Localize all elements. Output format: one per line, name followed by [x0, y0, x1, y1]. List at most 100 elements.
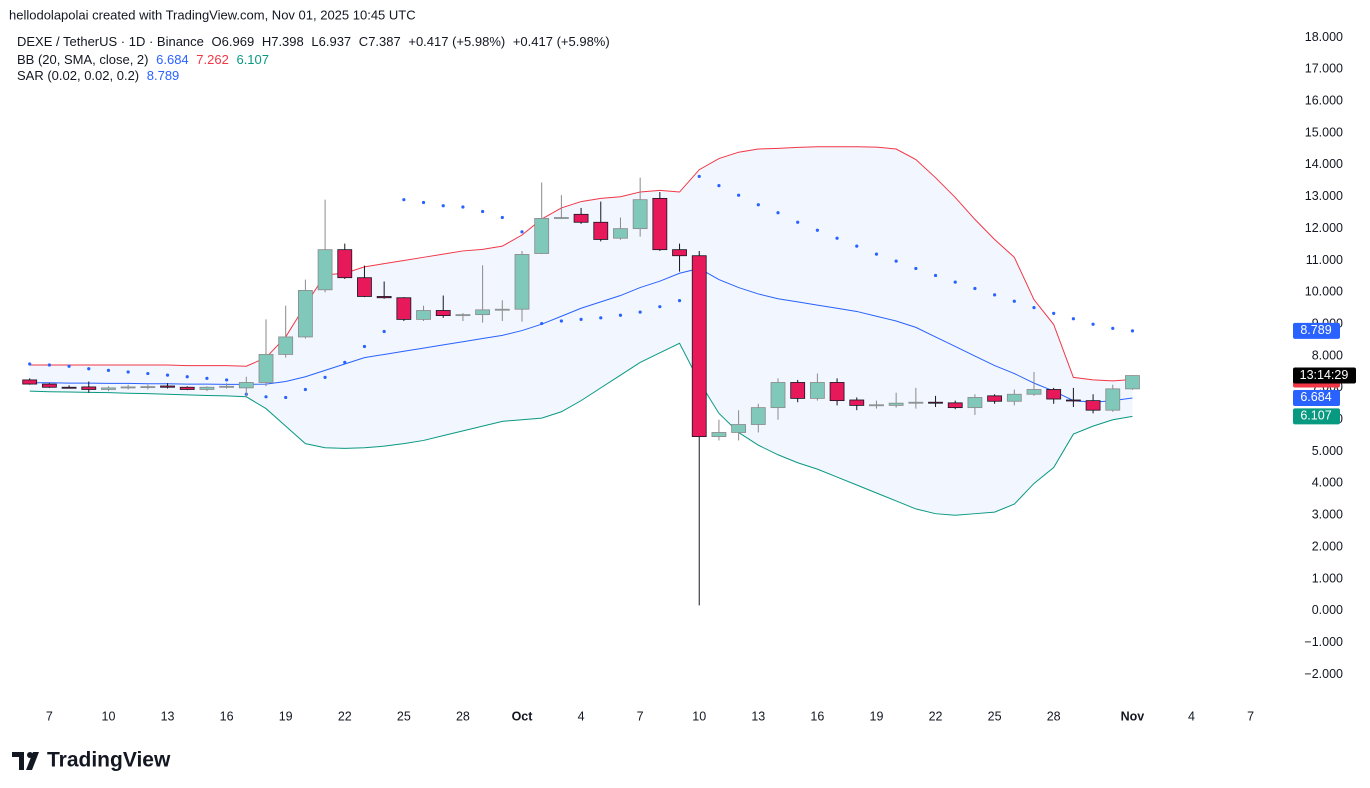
x-tick-label: Oct	[512, 709, 534, 723]
candle-body	[928, 401, 943, 404]
sar-dot	[1130, 329, 1135, 333]
sar-legend: SAR (0.02, 0.02, 0.2) 8.789	[17, 68, 179, 83]
sar-dot	[28, 362, 32, 366]
sar-dot	[343, 360, 347, 365]
bb-lower-value: 6.107	[236, 52, 269, 67]
sar-dot	[815, 228, 819, 232]
candle-body	[278, 336, 294, 355]
sar-dot	[579, 317, 583, 322]
candle-body	[219, 385, 235, 388]
candle-body	[691, 255, 707, 438]
bb-lower-badge	[1293, 408, 1340, 425]
sar-dot	[500, 215, 504, 220]
sar-dot	[67, 364, 71, 368]
y-tick-label: 0.000	[1312, 603, 1343, 617]
y-tick-label: −2.000	[1304, 667, 1343, 681]
sar-value: 8.789	[147, 68, 180, 83]
x-tick-label: 16	[220, 709, 234, 723]
sar-dot	[658, 305, 662, 309]
candle-body	[947, 402, 963, 409]
ohlc-label: C	[359, 34, 368, 49]
sar-dot	[540, 321, 544, 326]
y-tick-label: 12.000	[1305, 221, 1343, 235]
candle-body	[672, 249, 687, 257]
candle-body	[41, 383, 57, 388]
bb-legend: BB (20, SMA, close, 2) 6.684 7.262 6.107	[17, 52, 269, 67]
ohlc-value: 7.387	[368, 34, 401, 49]
sar-dot	[638, 310, 642, 314]
sar-dot	[599, 316, 603, 320]
bb-upper-value: 7.262	[196, 52, 229, 67]
candle-body	[573, 213, 589, 223]
ohlc-label: O	[212, 34, 222, 49]
y-tick-label: 3.000	[1312, 508, 1343, 522]
candle-body	[475, 309, 491, 316]
candle-body	[553, 217, 569, 219]
logo-mark	[26, 752, 39, 770]
candle-body	[22, 379, 38, 385]
candle-body	[908, 401, 924, 404]
sar-badge-text: 8.789	[1300, 323, 1331, 337]
x-tick-label: 19	[279, 709, 293, 723]
candle-body	[593, 221, 609, 240]
change: +0.417 (+5.98%)	[513, 34, 610, 49]
candle-body	[888, 402, 904, 406]
plot-area	[22, 146, 1140, 606]
candle-body	[987, 395, 1003, 402]
candle-body	[337, 249, 353, 279]
candle-body	[317, 249, 333, 291]
candle-body	[1125, 375, 1140, 390]
x-tick-label: 13	[751, 709, 765, 723]
sar-dot	[776, 211, 780, 215]
candle-body	[1026, 389, 1042, 395]
y-tick-label: 16.000	[1305, 94, 1343, 108]
bb-lower-badge-text: 6.107	[1300, 409, 1331, 423]
y-tick-label: 1.000	[1312, 571, 1343, 585]
y-tick-label: 4.000	[1312, 476, 1343, 490]
bb-basis-badge	[1293, 389, 1340, 406]
sar-dot	[835, 236, 839, 240]
x-tick-label: 22	[929, 709, 943, 723]
sar-dot	[461, 205, 465, 209]
sar-dot	[146, 371, 150, 376]
bb-basis-value: 6.684	[156, 52, 189, 67]
sar-dot	[106, 368, 111, 372]
attribution: hellodolapolai created with TradingView.…	[9, 7, 416, 22]
sar-dot	[953, 280, 957, 284]
candle-body	[258, 354, 274, 383]
brand-logo: TradingView	[12, 749, 171, 772]
logo-mark	[12, 752, 30, 770]
bb-upper-line	[29, 146, 1133, 382]
candle-body	[1065, 399, 1081, 402]
sar-dot	[559, 319, 563, 323]
countdown-text: 13:14:29	[1300, 368, 1349, 382]
change: +0.417 (+5.98%)	[408, 34, 505, 49]
sar-dot	[756, 203, 760, 207]
candle-body	[179, 386, 195, 390]
sar-label: SAR (0.02, 0.02, 0.2)	[17, 68, 139, 83]
candle-body	[1085, 400, 1101, 411]
x-tick-label: 13	[161, 709, 175, 723]
sar-dot	[47, 363, 51, 367]
candle-body	[396, 297, 412, 320]
x-tick-label: 25	[988, 709, 1002, 723]
sar-dot	[618, 313, 623, 317]
sar-dot	[185, 375, 189, 379]
sar-dot	[205, 376, 209, 380]
candle-body	[711, 432, 727, 438]
candle-body	[750, 407, 766, 425]
x-tick-label: 10	[692, 709, 706, 723]
bb-lower-line	[29, 342, 1133, 516]
candle-body	[809, 382, 825, 399]
y-tick-label: 5.000	[1312, 444, 1343, 458]
sar-badge	[1293, 322, 1340, 339]
sar-dot	[441, 204, 445, 208]
sar-dot	[1012, 299, 1016, 303]
y-tick-label: 13.000	[1305, 189, 1343, 203]
candle-body	[1006, 393, 1022, 402]
sar-dot	[264, 395, 268, 399]
ohlc-value: 7.398	[271, 34, 304, 49]
sar-dot	[855, 244, 859, 248]
